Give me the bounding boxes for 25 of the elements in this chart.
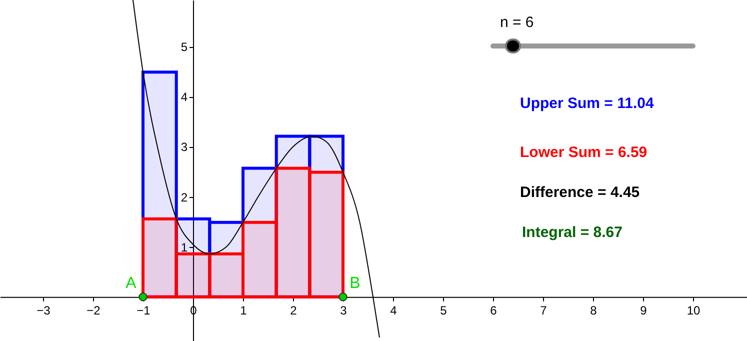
x-tick-label: −3 [36,303,51,318]
annotation: Lower Sum = 6.59 [520,144,648,161]
x-tick-label: −2 [86,303,101,318]
x-tick-label: 7 [540,303,548,318]
x-tick-label: 4 [390,303,398,318]
y-tick-label: 1 [180,240,188,254]
y-tick-label: 4 [180,90,188,104]
x-tick-label: 2 [290,303,298,318]
x-tick-label: 1 [240,303,248,318]
annotation: A [126,274,137,292]
x-tick-label: 8 [590,303,598,318]
x-tick-label: 3 [340,303,348,318]
annotation: Difference = 4.45 [520,184,640,201]
x-tick-label: −1 [136,303,151,318]
annotation: Upper Sum = 11.04 [520,95,654,112]
annotation: n = 6 [500,14,534,31]
x-tick-label: 10 [686,303,700,318]
x-tick-label: 9 [640,303,648,318]
annotation: B [350,274,360,292]
y-tick-label: 2 [180,190,188,204]
x-tick-label: 5 [440,303,448,318]
y-tick-label: 5 [180,40,188,54]
annotation: Integral = 8.67 [522,224,622,241]
x-tick-label: 6 [490,303,498,318]
y-tick-label: 3 [180,140,188,154]
